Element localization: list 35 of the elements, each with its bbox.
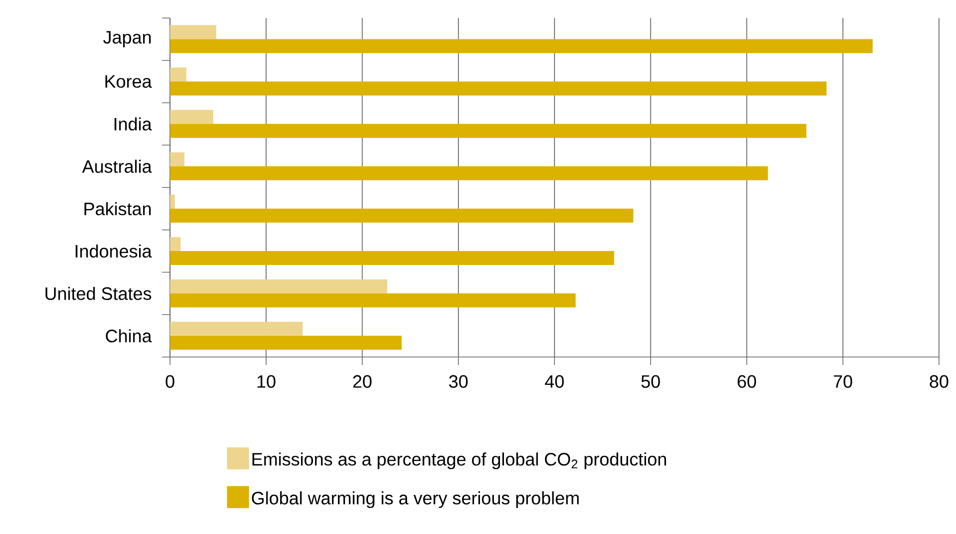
bar: [170, 194, 175, 209]
x-tick-label: 20: [353, 375, 372, 388]
x-tick-label: 60: [738, 375, 756, 388]
bar: [170, 208, 634, 223]
bar: [170, 25, 216, 40]
legend-label: Emissions as a percentage of global CO$_{2}$ production: [252, 452, 666, 470]
bar: [170, 322, 303, 336]
bar: [170, 251, 614, 266]
x-tick-label: 30: [449, 375, 468, 388]
y-tick-label: China: [106, 329, 152, 342]
y-tick-label: Australia: [82, 160, 152, 173]
y-tick-label: Indonesia: [76, 244, 152, 258]
bar: [170, 124, 806, 138]
bar: [170, 166, 768, 180]
bar: [170, 110, 214, 124]
x-tick-label: 0: [166, 375, 174, 388]
bar: [170, 39, 873, 54]
legend-label: Global warming is a very serious problem: [252, 491, 579, 508]
x-tick-label: 50: [641, 375, 660, 388]
y-tick-label: Japan: [103, 31, 151, 48]
bar: [170, 279, 388, 294]
x-tick-label: 70: [834, 375, 852, 388]
x-tick-label: 40: [544, 375, 564, 388]
y-tick-label: Pakistan: [84, 202, 151, 216]
bar: [170, 293, 576, 308]
bar: [170, 82, 827, 96]
y-tick-label: Korea: [105, 75, 152, 88]
y-tick-label: United States: [46, 286, 152, 300]
x-tick-label: 10: [258, 375, 276, 388]
bar: [170, 68, 186, 82]
y-tick-label: India: [114, 117, 152, 131]
bar: [170, 336, 402, 350]
bar: [170, 152, 184, 166]
bar: [170, 237, 181, 252]
x-tick-label: 80: [930, 375, 948, 388]
